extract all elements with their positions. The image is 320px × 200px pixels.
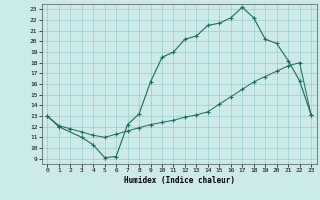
X-axis label: Humidex (Indice chaleur): Humidex (Indice chaleur) — [124, 176, 235, 185]
